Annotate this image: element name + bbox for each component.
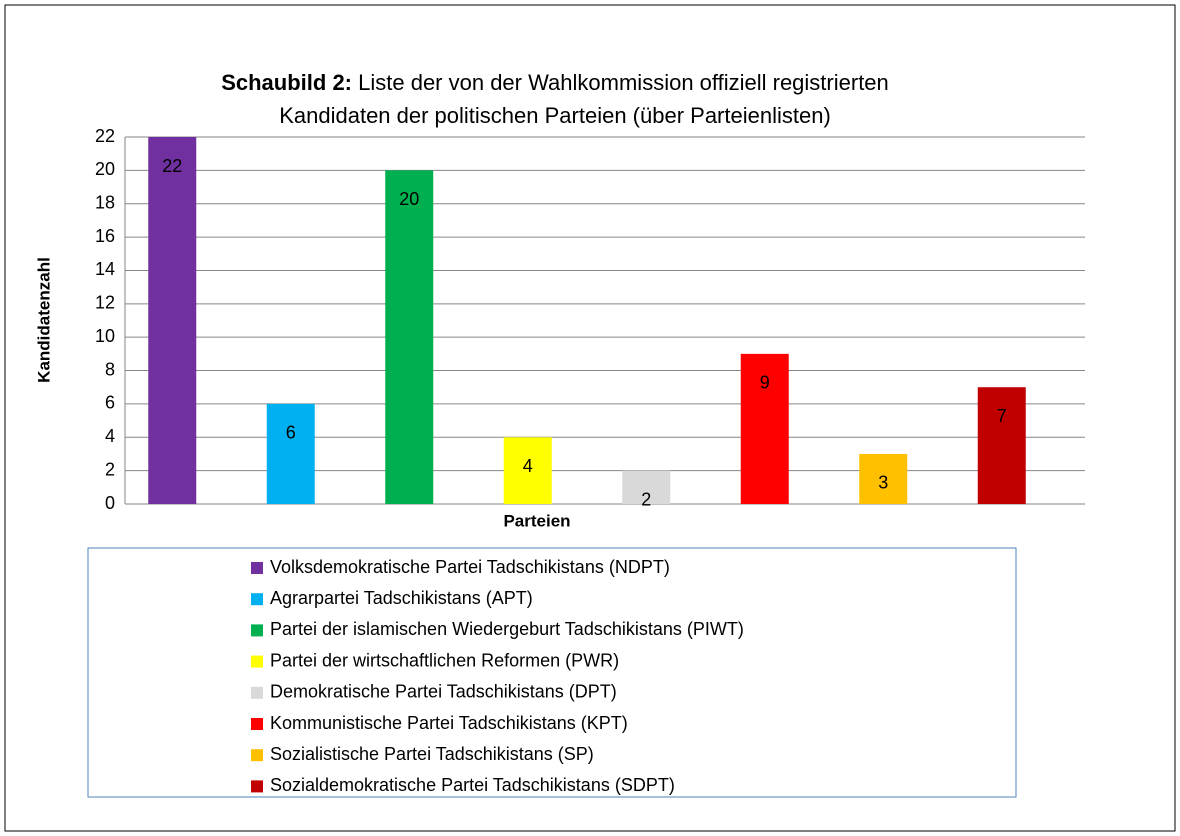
bar	[503, 437, 552, 504]
title-label: Schaubild 2:	[221, 70, 352, 95]
y-tick-label: 20	[95, 159, 115, 179]
legend-box	[87, 547, 1017, 798]
legend-swatch	[251, 655, 263, 668]
y-axis-title: Kandidatenzahl	[34, 257, 53, 383]
bar	[622, 470, 671, 504]
legend-swatch	[251, 718, 263, 730]
y-tick-label: 2	[105, 459, 115, 479]
data-label: 7	[997, 406, 1007, 426]
y-tick-label: 6	[105, 393, 115, 413]
y-tick-label: 18	[95, 192, 115, 212]
bar	[859, 453, 908, 504]
legend-label: Demokratische Partei Tadschikistans (DPT…	[270, 682, 617, 702]
y-tick-label: 14	[95, 259, 115, 279]
bar	[148, 137, 197, 504]
y-tick-label: 22	[95, 126, 115, 146]
data-label: 20	[399, 189, 419, 209]
legend-label: Kommunistische Partei Tadschikistans (KP…	[270, 713, 628, 733]
data-label: 9	[760, 373, 770, 393]
y-tick-label: 16	[95, 226, 115, 246]
data-label: 6	[286, 423, 296, 443]
legend-label: Sozialistische Partei Tadschikistans (SP…	[270, 744, 594, 764]
x-axis-title: Parteien	[503, 511, 570, 530]
y-tick-label: 4	[105, 426, 115, 446]
bar	[977, 387, 1026, 504]
data-label: 3	[878, 473, 888, 493]
chart-title-line: Kandidaten der politischen Parteien (übe…	[279, 103, 831, 128]
legend-swatch	[251, 624, 263, 637]
y-tick-label: 10	[95, 326, 115, 346]
chart-title-line: Schaubild 2: Liste der von der Wahlkommi…	[221, 70, 889, 95]
legend-label: Partei der islamischen Wiedergeburt Tads…	[270, 619, 744, 639]
legend-label: Partei der wirtschaftlichen Reformen (PW…	[270, 650, 619, 670]
legend-label: Sozialdemokratische Partei Tadschikistan…	[270, 775, 675, 795]
y-tick-label: 12	[95, 293, 115, 313]
data-label: 4	[523, 456, 533, 476]
legend-swatch	[251, 593, 263, 606]
bar	[740, 353, 789, 504]
title-text: Liste der von der Wahlkommission offizie…	[358, 70, 889, 95]
bar	[385, 170, 434, 504]
y-tick-label: 0	[105, 493, 115, 513]
legend-swatch	[251, 749, 263, 762]
data-label: 22	[162, 156, 182, 176]
data-label: 2	[641, 489, 651, 509]
legend-label: Agrarpartei Tadschikistans (APT)	[270, 588, 533, 608]
legend-swatch	[251, 780, 263, 793]
legend-label: Volksdemokratische Partei Tadschikistans…	[270, 557, 670, 577]
bar	[266, 403, 315, 504]
legend-swatch	[251, 686, 263, 699]
y-tick-label: 8	[105, 359, 115, 379]
legend-swatch	[251, 562, 263, 574]
